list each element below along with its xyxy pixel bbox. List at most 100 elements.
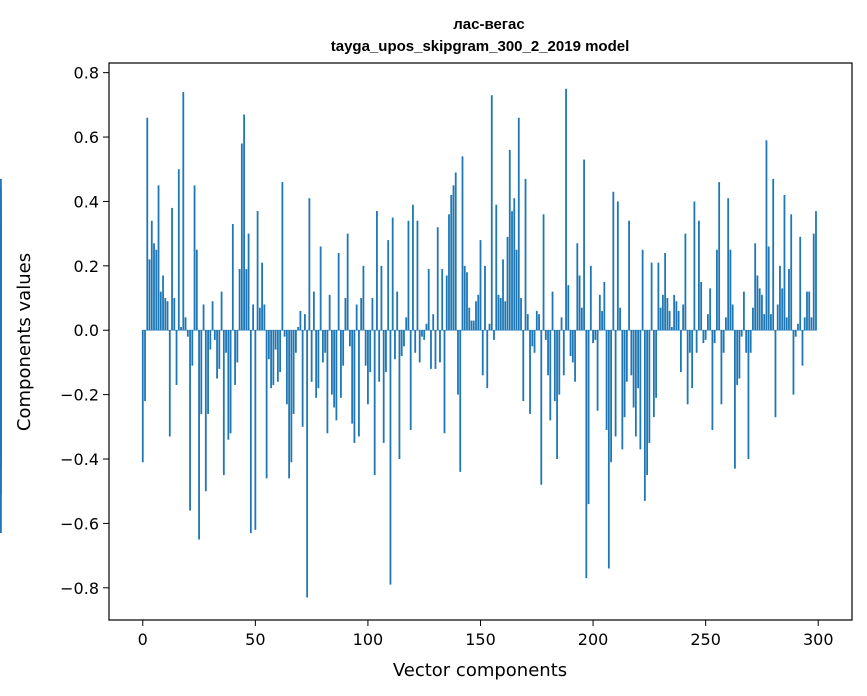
bar-110 <box>389 330 392 585</box>
y-tick-label-5: 0.2 <box>74 257 99 276</box>
y-tick-label-4: 0.0 <box>74 321 99 340</box>
bar-226 <box>650 262 653 331</box>
bar-45 <box>243 114 245 331</box>
bar-129 <box>432 314 435 331</box>
bar-287 <box>788 269 790 331</box>
bar-179 <box>544 330 547 340</box>
y-axis-label: Components values <box>14 253 35 431</box>
bar-216 <box>628 220 630 331</box>
bar-206 <box>605 330 608 431</box>
bar-11 <box>166 301 169 331</box>
bar-203 <box>598 294 601 331</box>
bar-32 <box>213 330 216 340</box>
bar-270 <box>749 330 752 353</box>
bar-115 <box>400 330 403 356</box>
bar-185 <box>558 330 561 395</box>
bar-222 <box>641 249 644 331</box>
bar-27 <box>202 304 205 331</box>
bar-24 <box>195 249 198 331</box>
bar-175 <box>535 310 538 331</box>
bar-118 <box>407 220 410 331</box>
bar-253 <box>711 330 714 431</box>
y-tick-label-3: −0.2 <box>60 386 99 405</box>
bar-1 <box>144 330 146 402</box>
x-axis: 0 50 100 150 200 250 300 <box>138 620 834 649</box>
bar-44 <box>240 143 243 331</box>
bar-173 <box>531 330 534 347</box>
bar-136 <box>448 214 450 331</box>
bar-37 <box>225 330 227 353</box>
bar-66 <box>290 330 293 463</box>
bar-167 <box>517 117 520 331</box>
bar-150 <box>479 240 482 331</box>
bar-160 <box>502 259 504 331</box>
bar-149 <box>477 294 480 331</box>
bar-261 <box>729 249 732 331</box>
bar-60 <box>276 330 279 382</box>
bar-263 <box>734 330 736 469</box>
bar-133 <box>441 269 444 331</box>
bar-247 <box>698 220 700 331</box>
bar-156 <box>493 330 495 340</box>
x-tick-label-100: 100 <box>353 630 384 649</box>
x-tick-label-300: 300 <box>803 630 834 649</box>
bar-281 <box>774 330 777 418</box>
bar-227 <box>652 330 655 418</box>
bar-77 <box>315 330 318 398</box>
bar-275 <box>761 294 763 331</box>
bar-3 <box>148 259 151 331</box>
bar-69 <box>297 327 300 331</box>
bar-122 <box>416 220 419 331</box>
y-tick-label-7: 0.6 <box>74 128 99 147</box>
bar-38 <box>227 330 230 440</box>
bar-276 <box>763 314 766 331</box>
bar-285 <box>783 195 786 331</box>
bar-242 <box>686 330 689 405</box>
bar-56 <box>267 330 270 360</box>
bar-279 <box>770 314 772 331</box>
bar-204 <box>601 310 603 331</box>
bar-85 <box>333 330 336 408</box>
bar-237 <box>675 301 678 331</box>
bar-177 <box>540 330 543 485</box>
plot-frame <box>108 62 853 621</box>
bar-4 <box>150 220 153 331</box>
y-tick-label-2: −0.4 <box>60 450 99 469</box>
bar-125 <box>423 330 426 340</box>
bar-143 <box>463 265 466 331</box>
bar-209 <box>612 191 615 331</box>
bar-283 <box>779 265 781 331</box>
x-tick-label-250: 250 <box>690 630 721 649</box>
bar-46 <box>245 269 248 331</box>
bar-127 <box>427 269 430 331</box>
bar-undefined <box>0 330 2 402</box>
bar-102 <box>371 298 374 331</box>
bar-246 <box>695 330 698 353</box>
bar-108 <box>385 330 387 373</box>
bar-28 <box>204 330 207 492</box>
bar-197 <box>585 330 588 579</box>
bar-289 <box>792 330 795 395</box>
bar-148 <box>475 301 477 331</box>
bar-91 <box>346 233 349 331</box>
bar-31 <box>211 301 214 331</box>
bar-245 <box>693 201 696 331</box>
bar-265 <box>738 330 741 379</box>
bar-57 <box>270 330 273 389</box>
bar-53 <box>261 262 263 331</box>
bar-235 <box>670 327 673 331</box>
bar-43 <box>238 269 241 331</box>
bar-100 <box>367 330 369 405</box>
bar-82 <box>326 330 329 434</box>
bar-70 <box>299 310 302 331</box>
bar-107 <box>382 330 385 443</box>
bar-22 <box>191 330 194 366</box>
bar-67 <box>292 330 295 414</box>
bar-196 <box>583 159 585 331</box>
bar-95 <box>355 304 358 331</box>
bar-62 <box>281 182 284 331</box>
bar-295 <box>806 291 808 331</box>
bar-205 <box>603 281 606 331</box>
bar-198 <box>587 330 590 505</box>
bar-162 <box>506 236 509 331</box>
